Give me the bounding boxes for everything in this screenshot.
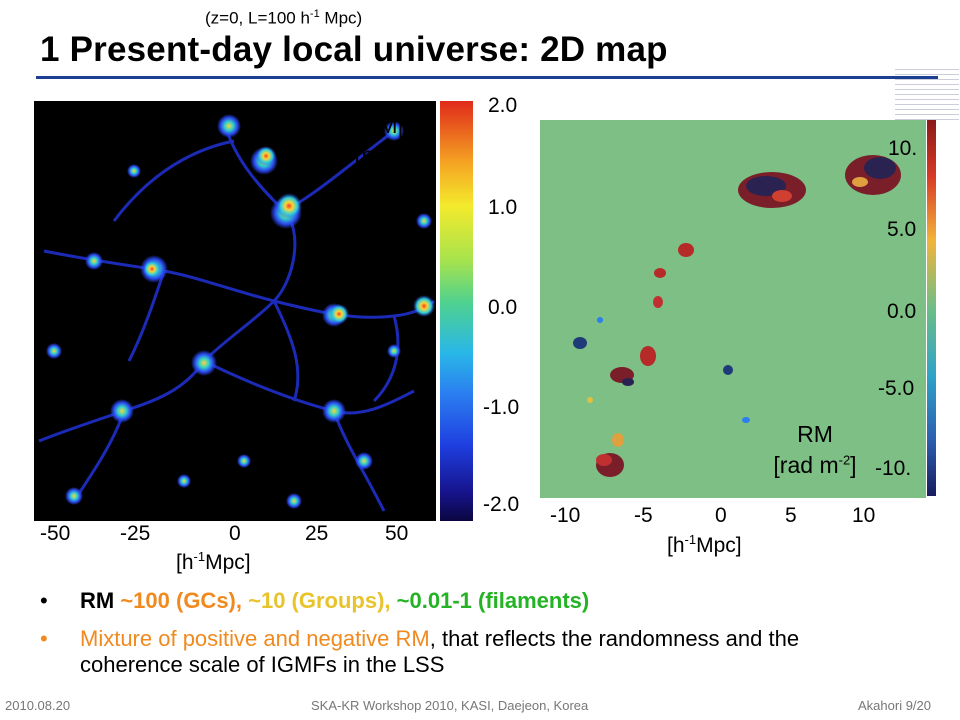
left-cbar-tick: -2.0 <box>483 493 520 516</box>
bullet-text: Mixture of positive and negative RM, tha… <box>80 626 800 677</box>
footer-venue: SKA-KR Workshop 2010, KASI, Daejeon, Kor… <box>311 698 589 713</box>
slide-subtitle: (z=0, L=100 h-1 Mpc) <box>205 8 363 28</box>
left-cbar-tick: -1.0 <box>483 396 520 419</box>
right-x-tick: 10 <box>852 504 876 527</box>
rm-log-map-svg <box>38 114 436 512</box>
left-x-tick: -25 <box>120 522 151 545</box>
bullet-dot: • <box>40 588 48 613</box>
left-colorbar-title: Log10 |RM| [rad m-2] <box>296 112 404 168</box>
left-x-tick: 0 <box>229 522 241 545</box>
right-x-tick: -5 <box>634 504 653 527</box>
left-x-axis-label: [h-1Mpc] <box>176 549 251 574</box>
right-x-tick: 5 <box>785 504 797 527</box>
right-cbar-tick: 10. <box>888 137 918 160</box>
right-cbar-tick: -10. <box>875 457 912 480</box>
left-cbar-tick: 2.0 <box>488 94 518 117</box>
slide-title: 1 Present-day local universe: 2D map <box>40 30 668 69</box>
left-x-tick: 50 <box>385 522 409 545</box>
bullet-text: RM ~100 (GCs), ~10 (Groups), ~0.01-1 (fi… <box>80 588 590 613</box>
left-cbar-tick: 1.0 <box>488 196 518 219</box>
rm-map-svg <box>573 155 901 477</box>
left-colorbar <box>440 101 473 521</box>
bullet-dot: • <box>40 626 48 651</box>
right-cbar-tick: 0.0 <box>887 300 917 323</box>
right-x-tick: 0 <box>715 504 727 527</box>
rm-log-map-image <box>34 101 436 521</box>
left-x-tick: 25 <box>305 522 329 545</box>
left-cbar-tick: 0.0 <box>488 296 518 319</box>
left-x-tick: -50 <box>40 522 71 545</box>
right-colorbar <box>927 120 936 496</box>
footer-page: Akahori 9/20 <box>858 698 931 713</box>
footer-date: 2010.08.20 <box>5 698 71 713</box>
right-x-tick: -10 <box>550 504 581 527</box>
corner-decoration <box>895 69 959 125</box>
right-x-axis-label: [h-1Mpc] <box>667 532 742 557</box>
right-cbar-tick: 5.0 <box>887 218 917 241</box>
right-cbar-tick: -5.0 <box>878 377 915 400</box>
title-rule <box>36 76 938 79</box>
rm-map-image <box>540 120 926 498</box>
right-colorbar-title: RM [rad m-2] <box>773 421 857 478</box>
